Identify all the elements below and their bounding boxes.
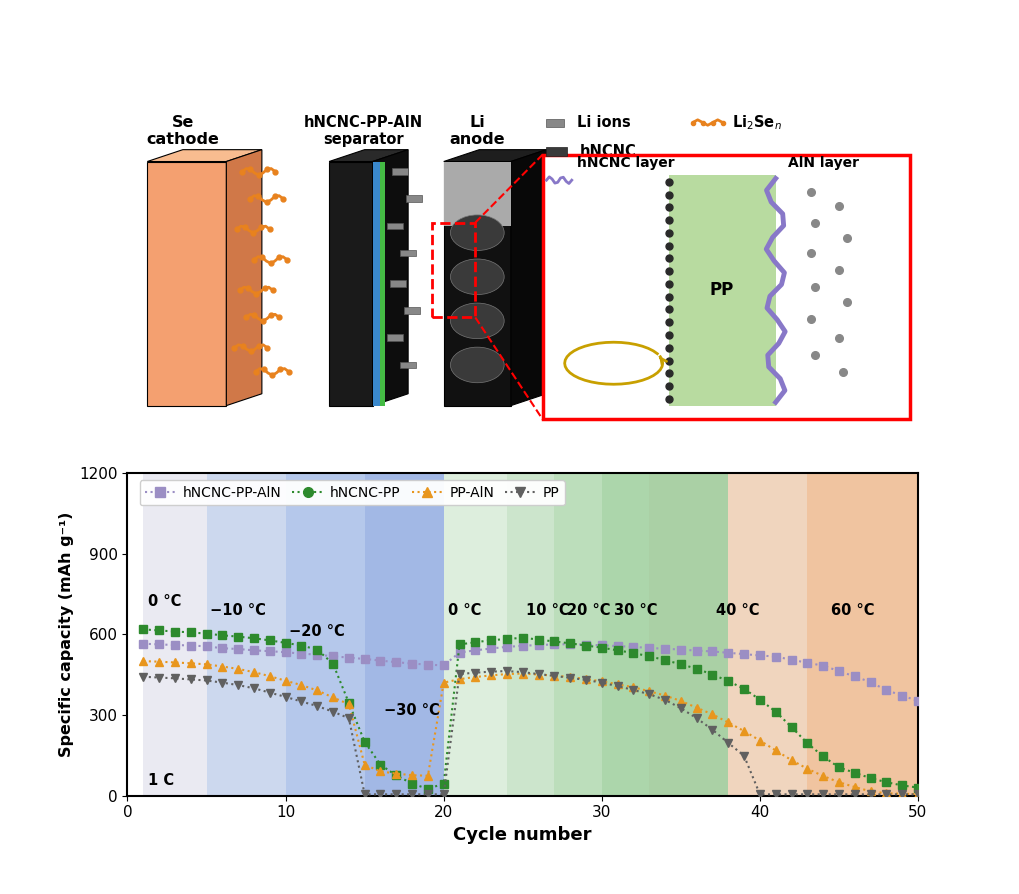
- Text: Li ions: Li ions: [576, 115, 630, 130]
- Ellipse shape: [450, 215, 503, 250]
- Text: 0 °C: 0 °C: [448, 603, 481, 618]
- Text: Li$_2$Se$_n$: Li$_2$Se$_n$: [732, 114, 782, 132]
- Bar: [649, 473, 728, 796]
- Text: 60 °C: 60 °C: [830, 603, 873, 618]
- Bar: [668, 175, 775, 406]
- Bar: [431, 223, 475, 317]
- Bar: [546, 147, 567, 156]
- Ellipse shape: [450, 303, 503, 339]
- FancyBboxPatch shape: [542, 155, 909, 419]
- Bar: [206, 473, 285, 796]
- Bar: [392, 168, 408, 175]
- Bar: [285, 473, 365, 796]
- Text: −10 °C: −10 °C: [210, 603, 265, 618]
- Bar: [554, 473, 601, 796]
- Ellipse shape: [450, 259, 503, 295]
- Bar: [728, 473, 807, 796]
- Text: Li: Li: [469, 115, 484, 130]
- Text: Se: Se: [171, 115, 194, 130]
- Text: hNCNC layer: hNCNC layer: [576, 156, 674, 170]
- Bar: [399, 361, 416, 368]
- Text: −30 °C: −30 °C: [383, 704, 439, 719]
- X-axis label: Cycle number: Cycle number: [453, 826, 591, 844]
- Bar: [380, 162, 385, 406]
- Bar: [386, 223, 403, 230]
- Polygon shape: [226, 149, 262, 406]
- Bar: [443, 473, 506, 796]
- Text: 40 °C: 40 °C: [715, 603, 758, 618]
- Text: cathode: cathode: [147, 132, 219, 147]
- Y-axis label: Specific capacity (mAh g⁻¹): Specific capacity (mAh g⁻¹): [59, 511, 73, 757]
- Legend: hNCNC-PP-AlN, hNCNC-PP, PP-AlN, PP: hNCNC-PP-AlN, hNCNC-PP, PP-AlN, PP: [140, 480, 565, 505]
- Bar: [601, 473, 649, 796]
- Polygon shape: [511, 149, 546, 406]
- Polygon shape: [443, 162, 511, 226]
- Bar: [389, 280, 406, 287]
- Bar: [372, 162, 380, 406]
- Bar: [406, 196, 421, 202]
- Text: PP: PP: [709, 282, 734, 299]
- Ellipse shape: [450, 347, 503, 383]
- Bar: [386, 334, 403, 342]
- Text: hNCNC: hNCNC: [579, 144, 636, 159]
- Bar: [399, 249, 416, 257]
- Bar: [404, 308, 420, 314]
- Bar: [329, 162, 372, 406]
- Text: 1 C: 1 C: [148, 773, 174, 789]
- Text: anode: anode: [448, 132, 504, 147]
- Text: 10 °C: 10 °C: [526, 603, 569, 618]
- Bar: [143, 473, 206, 796]
- Text: 20 °C: 20 °C: [567, 603, 610, 618]
- Bar: [546, 119, 564, 127]
- Text: −20 °C: −20 °C: [288, 624, 344, 639]
- Text: hNCNC-PP-AlN: hNCNC-PP-AlN: [304, 115, 422, 130]
- Text: AlN nanowires: AlN nanowires: [583, 173, 702, 188]
- Text: 0 °C: 0 °C: [148, 595, 181, 610]
- Bar: [365, 473, 443, 796]
- Polygon shape: [443, 149, 546, 162]
- Bar: [807, 473, 917, 796]
- Text: AlN layer: AlN layer: [787, 156, 858, 170]
- Polygon shape: [372, 149, 408, 406]
- Text: 30 °C: 30 °C: [613, 603, 657, 618]
- Polygon shape: [147, 149, 262, 162]
- Bar: [147, 162, 226, 406]
- Bar: [506, 473, 554, 796]
- Polygon shape: [329, 149, 408, 162]
- Text: separator: separator: [322, 132, 403, 147]
- Bar: [443, 162, 511, 406]
